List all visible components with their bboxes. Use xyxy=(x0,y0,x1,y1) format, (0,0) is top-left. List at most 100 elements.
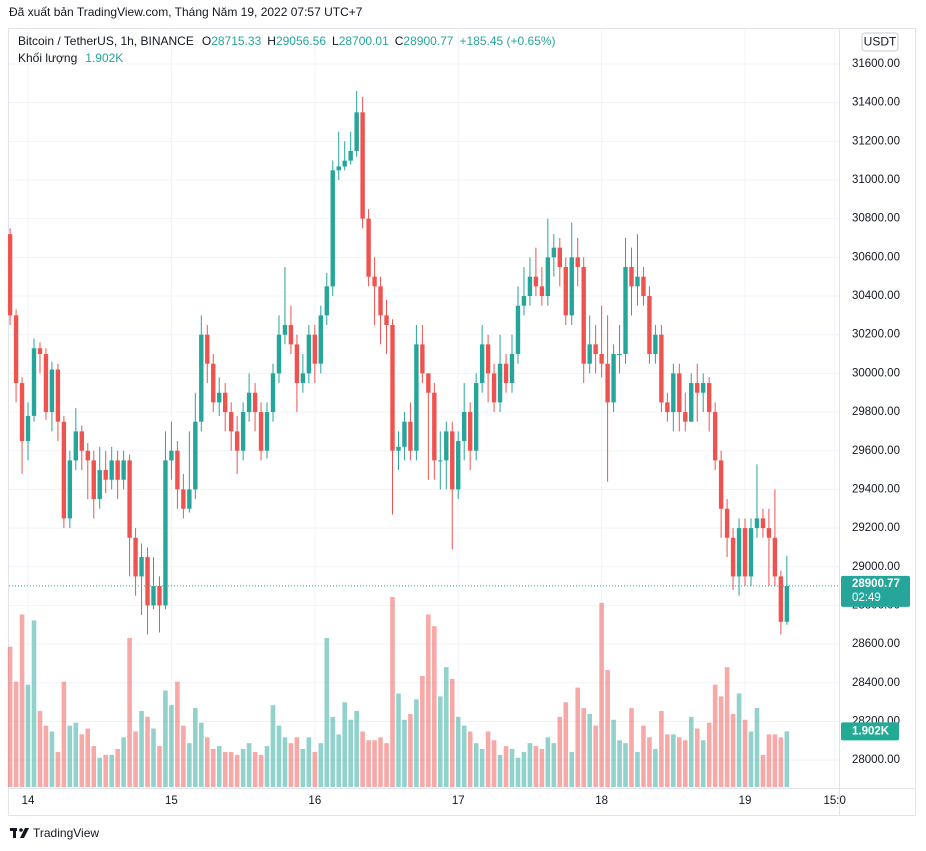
volume-bar xyxy=(19,614,25,787)
volume-bar xyxy=(354,711,359,787)
volume-bar xyxy=(521,751,527,787)
currency-button[interactable] xyxy=(861,32,899,52)
x-tick-label: 14 xyxy=(22,795,35,807)
y-tick-label: 30200.00 xyxy=(852,329,900,341)
volume-bar xyxy=(623,743,628,787)
y-tick-label: 31600.00 xyxy=(852,58,900,70)
volume-bar xyxy=(175,681,180,787)
volume-bar xyxy=(228,751,234,787)
brand-name: TradingView xyxy=(33,826,99,840)
volume-bar xyxy=(73,722,79,787)
volume-bar xyxy=(443,667,449,787)
countdown-label: 02:49 xyxy=(852,592,881,604)
candle-body xyxy=(515,305,521,355)
volume-bar xyxy=(330,716,336,787)
volume-bar xyxy=(688,716,694,787)
volume-bar xyxy=(402,719,407,787)
candle-body xyxy=(139,557,144,577)
candle-body xyxy=(324,286,329,316)
candle-body xyxy=(485,344,491,374)
candle-body xyxy=(270,373,276,413)
volume-bar xyxy=(7,646,13,787)
candle-body xyxy=(187,489,192,509)
candle-body xyxy=(772,537,778,577)
volume-bar xyxy=(629,708,634,787)
volume-bar xyxy=(109,754,114,787)
volume-bar xyxy=(67,725,73,787)
candle-body xyxy=(372,276,377,287)
candle-body xyxy=(521,296,527,306)
candle-body xyxy=(13,315,19,384)
volume-title: Khối lượng xyxy=(18,51,77,65)
volume-bar xyxy=(258,754,264,787)
change-label: +185.45 (+0.65%) xyxy=(459,34,555,48)
volume-bar xyxy=(163,690,168,787)
volume-bar xyxy=(503,746,509,787)
volume-bar xyxy=(204,737,210,787)
candle-body xyxy=(223,392,228,413)
candle-body xyxy=(784,585,790,622)
volume-bar xyxy=(360,731,365,787)
volume-bar xyxy=(766,734,772,787)
volume-bar xyxy=(396,693,401,787)
candle-body xyxy=(695,383,700,393)
y-tick-label: 28000.00 xyxy=(852,754,900,766)
candle-body xyxy=(282,325,288,335)
candle-body xyxy=(151,586,156,606)
volume-bar xyxy=(473,743,479,787)
volume-bar xyxy=(294,737,300,787)
candle-body xyxy=(193,421,198,490)
candle-body xyxy=(712,412,718,461)
candle-body xyxy=(25,415,31,442)
ohlc-value: 28700.01 xyxy=(339,34,389,48)
volume-bar xyxy=(216,746,222,787)
x-tick-label: 15:0 xyxy=(823,795,845,807)
candle-body xyxy=(276,334,282,374)
candle-body xyxy=(294,344,300,384)
candle-body xyxy=(569,257,574,316)
volume-bar xyxy=(13,681,19,787)
candle-body xyxy=(605,363,610,403)
candle-body xyxy=(456,441,461,490)
candle-body xyxy=(611,354,616,403)
volume-bar xyxy=(133,731,138,787)
candle-body xyxy=(121,460,126,480)
candle-body xyxy=(701,383,706,393)
candle-body xyxy=(629,267,634,287)
candle-body xyxy=(641,276,646,297)
candle-body xyxy=(533,276,539,287)
y-tick-label: 29600.00 xyxy=(852,445,900,457)
y-tick-label: 29400.00 xyxy=(852,483,900,495)
candle-body xyxy=(539,286,545,297)
volume-bar xyxy=(426,614,431,787)
ohlc-label: C xyxy=(395,34,404,48)
candle-body xyxy=(145,557,150,606)
volume-bar xyxy=(706,722,712,787)
volume-bar xyxy=(378,737,383,787)
volume-bar xyxy=(139,711,144,787)
volume-bar xyxy=(193,708,198,787)
y-tick-label: 31400.00 xyxy=(852,97,900,109)
volume-bar xyxy=(31,620,37,787)
candle-body xyxy=(360,112,365,219)
candle-body xyxy=(103,470,108,480)
candle-body xyxy=(599,354,604,364)
candle-body xyxy=(43,354,49,413)
candle-body xyxy=(31,348,37,416)
ohlc-label: H xyxy=(267,34,276,48)
candle-body xyxy=(217,392,222,403)
volume-bar xyxy=(115,749,120,787)
volume-bar xyxy=(252,751,258,787)
volume-bar xyxy=(157,746,162,787)
candle-body xyxy=(127,460,132,538)
y-tick-label: 30600.00 xyxy=(852,251,900,263)
volume-bar xyxy=(551,743,557,787)
currency-button-label[interactable]: USDT xyxy=(864,35,897,49)
volume-bar xyxy=(641,725,646,787)
y-tick-label: 30800.00 xyxy=(852,213,900,225)
candle-body xyxy=(288,325,294,345)
volume-bar xyxy=(497,754,503,787)
volume-bar xyxy=(43,725,49,787)
candle-body xyxy=(73,431,79,461)
candle-body xyxy=(551,247,557,258)
